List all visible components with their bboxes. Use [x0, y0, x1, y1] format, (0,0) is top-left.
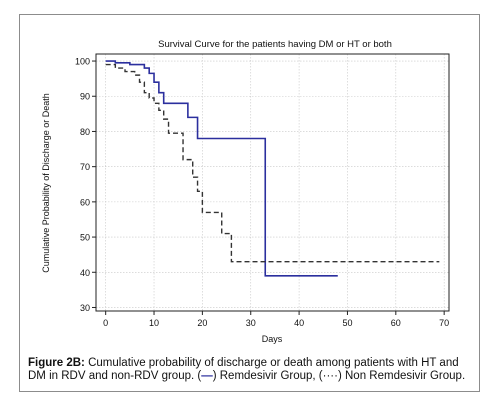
y-tick-label: 50 — [80, 233, 90, 243]
x-tick-label: 50 — [342, 318, 352, 328]
x-tick-label: 60 — [391, 318, 401, 328]
x-tick-label: 0 — [103, 318, 108, 328]
non-remdesivir-legend-symbol: ···· — [322, 370, 338, 382]
gridlines — [96, 54, 449, 311]
y-tick-label: 60 — [80, 197, 90, 207]
x-tick-label: 30 — [246, 318, 256, 328]
remdesivir-legend-symbol: — — [201, 370, 213, 382]
y-tick-label: 90 — [80, 92, 90, 102]
chart-title: Survival Curve for the patients having D… — [158, 39, 392, 50]
caption-mid-text: ) Remdesivir Group, ( — [212, 370, 323, 382]
series-lines — [105, 60, 440, 277]
remdesivir-series-line — [105, 60, 338, 277]
y-tick-label: 80 — [80, 127, 90, 137]
x-tick-label: 40 — [294, 318, 304, 328]
caption-text: Cumulative probability of discharge or d… — [28, 357, 459, 382]
x-axis-label: Days — [262, 334, 283, 344]
x-tick-label: 20 — [197, 318, 207, 328]
caption-end-text: ) Non Remdesivir Group. — [337, 370, 466, 382]
y-tick-label: 30 — [80, 303, 90, 313]
axis-ticks: 30 40 50 60 70 80 90 100 0 10 20 30 40 50 60 70 — [75, 57, 449, 328]
non-remdesivir-series-line — [105, 63, 440, 263]
y-axis-label: Cumulative Probability of Discharge or D… — [41, 93, 51, 273]
x-tick-label: 70 — [439, 318, 449, 328]
figure-caption: Figure 2B: Cumulative probability of dis… — [28, 357, 473, 383]
y-tick-label: 40 — [80, 268, 90, 278]
plot-area — [95, 53, 450, 312]
y-tick-label: 100 — [75, 57, 90, 67]
caption-label: Figure 2B: — [28, 357, 85, 369]
y-tick-label: 70 — [80, 162, 90, 172]
x-tick-label: 10 — [149, 318, 159, 328]
